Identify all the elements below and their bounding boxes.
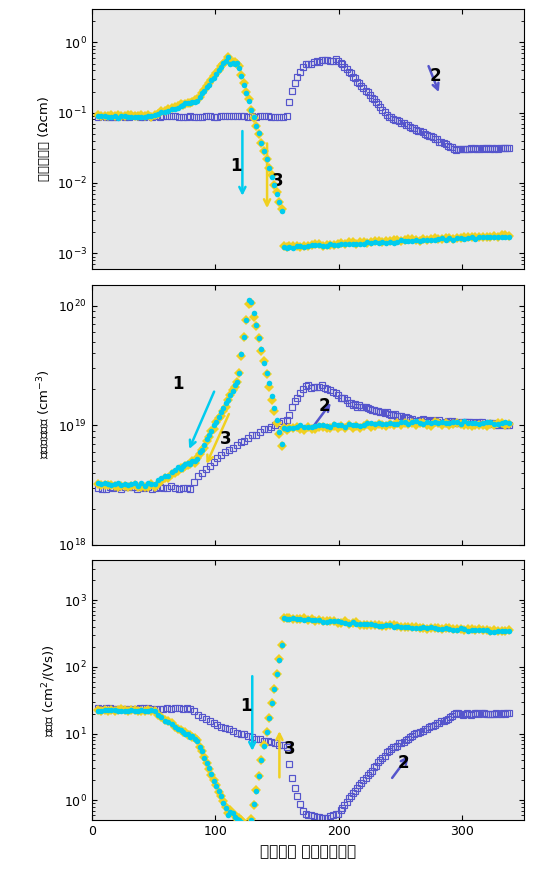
Text: 3: 3 bbox=[285, 740, 296, 758]
Text: 1: 1 bbox=[240, 697, 252, 714]
Text: 1: 1 bbox=[230, 157, 241, 175]
Text: 3: 3 bbox=[272, 172, 284, 191]
Y-axis label: 電気抵抗率 (Ωcm): 電気抵抗率 (Ωcm) bbox=[38, 96, 51, 182]
Y-axis label: 移動度 (cm$^{2}$/(Vs)): 移動度 (cm$^{2}$/(Vs)) bbox=[40, 644, 58, 736]
X-axis label: 絶対温度 （ケルビン）: 絶対温度 （ケルビン） bbox=[260, 844, 356, 859]
Text: 1: 1 bbox=[172, 375, 184, 393]
Text: 2: 2 bbox=[319, 398, 330, 415]
Text: 2: 2 bbox=[430, 67, 442, 86]
Y-axis label: キャリア濃度 (cm$^{-3}$): キャリア濃度 (cm$^{-3}$) bbox=[35, 370, 53, 460]
Text: 3: 3 bbox=[220, 430, 232, 447]
Text: 2: 2 bbox=[398, 754, 409, 773]
